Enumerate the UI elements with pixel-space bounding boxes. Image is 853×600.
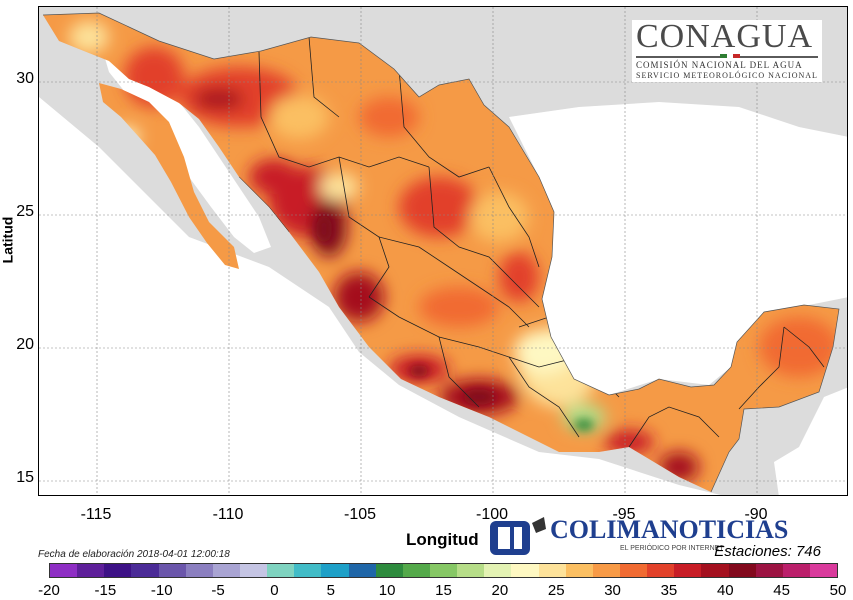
pacific-ocean (39, 97, 721, 495)
colorbar-tick-label: 5 (326, 582, 335, 599)
gulf-of-california (101, 45, 271, 253)
colorbar-segment (348, 564, 376, 577)
colorbar-segment (484, 564, 512, 577)
colorbar-segment (619, 564, 648, 577)
colorbar-segment (782, 564, 810, 577)
colorbar-tick-label: 20 (491, 582, 509, 599)
flag-stripe (720, 54, 741, 58)
coastline (42, 12, 840, 493)
colorbar-segment (647, 564, 675, 577)
x-tick: -110 (212, 506, 244, 523)
stations-count: Estaciones: 746 (714, 543, 821, 560)
colorbar-segment (131, 564, 159, 577)
colorbar-segment (457, 564, 485, 577)
colorbar-tick-label: -10 (150, 582, 173, 599)
colorbar-tick-label: 10 (378, 582, 396, 599)
x-axis-label: Longitud (406, 530, 479, 549)
y-tick: 20 (16, 336, 34, 353)
colorbar-tick-label: -15 (94, 582, 117, 599)
colorbar-segment (158, 564, 186, 577)
colorbar-tick-label: -5 (211, 582, 225, 599)
gulf-of-mexico (509, 102, 847, 395)
graticule (39, 7, 847, 495)
colorbar-tick-label: 40 (716, 582, 734, 599)
flag-white (726, 54, 734, 58)
colorbar-tick-label: 50 (829, 582, 847, 599)
colorbar-segment (185, 564, 213, 577)
colorbar-segment (239, 564, 268, 577)
logo-title: CONAGUA (636, 18, 813, 55)
colorbar-segment (375, 564, 403, 577)
colorbar-segment (565, 564, 593, 577)
colorbar (49, 563, 838, 578)
x-tick: -95 (612, 506, 636, 523)
temperature-map (39, 7, 847, 495)
colorbar-tick-label: 30 (604, 582, 621, 599)
flag-green (720, 54, 727, 58)
logo-subtitle: COMISIÓN NACIONAL DEL AGUA (636, 60, 803, 70)
watermark: COLIMANOTICIAS EL PERIÓDICO POR INTERNET (488, 515, 800, 559)
y-axis-label: Latitud (0, 216, 16, 264)
colorbar-segment (104, 564, 132, 577)
watermark-text: COLIMANOTICIAS (550, 515, 789, 544)
colorbar-segment (809, 564, 838, 577)
colorbar-segment (321, 564, 349, 577)
creation-date: Fecha de elaboración 2018-04-01 12:00:18 (38, 549, 230, 560)
colorbar-tick-label: 15 (435, 582, 452, 599)
flag-red (733, 54, 741, 58)
x-tick: -115 (80, 506, 112, 523)
colorbar-segment (728, 564, 756, 577)
y-tick: 30 (16, 70, 34, 87)
colorbar-segment (592, 564, 620, 577)
colorbar-tick-label: -20 (38, 582, 60, 599)
colorbar-segment (511, 564, 539, 577)
watermark-subtext: EL PERIÓDICO POR INTERNET (620, 545, 724, 552)
colorbar-segment (402, 564, 430, 577)
colorbar-tick-label: 35 (660, 582, 678, 599)
colorbar-tick-label: 25 (547, 582, 565, 599)
colorbar-segment (674, 564, 702, 577)
watermark-logo-icon (490, 517, 546, 555)
caribbean-sea (774, 387, 847, 495)
colorbar-segment (429, 564, 458, 577)
colorbar-segment (50, 564, 78, 577)
colorbar-segment (701, 564, 729, 577)
colorbar-segment (267, 564, 295, 577)
colorbar-segment (294, 564, 322, 577)
x-tick: -100 (475, 506, 509, 523)
y-tick: 15 (16, 469, 34, 486)
x-tick: -105 (343, 506, 377, 523)
colorbar-segment (212, 564, 240, 577)
map-frame (38, 6, 848, 496)
colorbar-tick-label: 0 (270, 582, 279, 599)
colorbar-segment (538, 564, 566, 577)
conagua-logo: CONAGUA COMISIÓN NACIONAL DEL AGUA SERVI… (632, 18, 822, 82)
colorbar-tick-label: 45 (773, 582, 790, 599)
colorbar-segment (755, 564, 783, 577)
logo-subtitle-2: SERVICIO METEOROLÓGICO NACIONAL (636, 71, 818, 80)
colorbar-segment (77, 564, 105, 577)
y-tick: 25 (16, 203, 34, 220)
x-tick: -90 (744, 506, 768, 523)
